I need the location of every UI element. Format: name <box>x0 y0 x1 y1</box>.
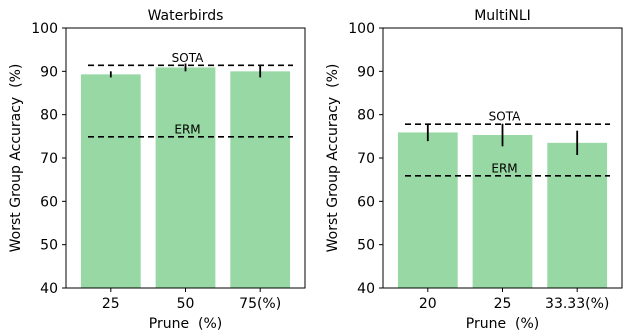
y-tick-label: 90 <box>357 64 375 80</box>
y-tick-label: 40 <box>40 281 58 297</box>
reference-label-sota: SOTA <box>172 51 204 65</box>
y-axis-label: Worst Group Accuracy (%) <box>325 64 341 253</box>
reference-label-erm: ERM <box>174 122 200 136</box>
x-axis-label: Prune (%) <box>149 316 222 330</box>
y-tick-label: 50 <box>40 238 58 254</box>
y-tick-label: 100 <box>31 21 58 37</box>
y-tick-label: 40 <box>357 281 375 297</box>
reference-label-erm: ERM <box>491 161 517 175</box>
y-tick-label: 90 <box>40 64 58 80</box>
bar-25 <box>80 74 141 289</box>
bar-33.33(%) <box>547 142 608 288</box>
chart-title: Waterbirds <box>148 8 224 24</box>
x-tick-label: 20 <box>419 296 437 312</box>
y-tick-label: 50 <box>357 238 375 254</box>
chart-panel-1: SOTA ERM 40 50 60 70 80 90 100 25 50 75(%) Waterbird… <box>8 8 306 330</box>
y-tick-label: 100 <box>348 21 375 37</box>
y-tick-label: 70 <box>40 151 58 167</box>
x-tick-label: 75(%) <box>239 296 281 312</box>
bar-25 <box>472 135 533 288</box>
x-tick-label: 25 <box>102 296 120 312</box>
x-axis-label: Prune (%) <box>466 316 539 330</box>
bar-20 <box>397 132 458 288</box>
chart-title: MultiNLI <box>474 8 531 24</box>
x-tick-label: 50 <box>177 296 195 312</box>
x-tick-label: 33.33(%) <box>545 296 609 312</box>
y-tick-label: 70 <box>357 151 375 167</box>
y-axis-label: Worst Group Accuracy (%) <box>8 64 24 253</box>
y-tick-label: 60 <box>40 194 58 210</box>
y-tick-label: 80 <box>40 108 58 124</box>
y-tick-label: 60 <box>357 194 375 210</box>
x-tick-label: 25 <box>494 296 512 312</box>
bar-50 <box>155 67 216 289</box>
bar-75(%) <box>230 71 291 288</box>
chart-panel-2: SOTA ERM 40 50 60 70 80 90 100 20 25 33.33(%) MultiN… <box>325 8 623 330</box>
reference-label-sota: SOTA <box>489 110 521 124</box>
y-tick-label: 80 <box>357 108 375 124</box>
